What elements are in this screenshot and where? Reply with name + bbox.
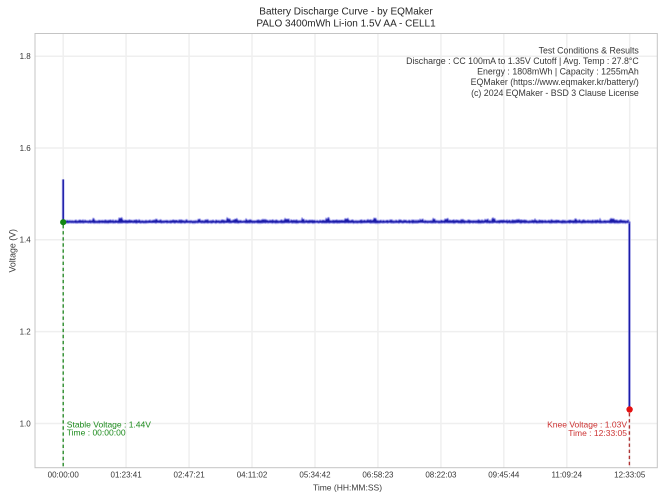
svg-text:Stable Voltage : 1.44V: Stable Voltage : 1.44V	[67, 420, 151, 430]
svg-text:PALO 3400mWh Li-ion 1.5V AA -: PALO 3400mWh Li-ion 1.5V AA - CELL1	[256, 18, 436, 29]
svg-text:04:11:02: 04:11:02	[237, 471, 268, 480]
svg-text:Test Conditions & Results: Test Conditions & Results	[539, 45, 640, 55]
svg-text:00:00:00: 00:00:00	[48, 471, 80, 480]
svg-text:1.8: 1.8	[20, 52, 32, 61]
svg-text:1.2: 1.2	[20, 328, 32, 337]
svg-text:Time : 12:33:05: Time : 12:33:05	[568, 428, 627, 438]
svg-text:12:33:05: 12:33:05	[614, 471, 646, 480]
svg-text:Battery Discharge Curve - by E: Battery Discharge Curve - by EQMaker	[259, 6, 433, 17]
svg-text:08:22:03: 08:22:03	[425, 471, 457, 480]
svg-text:06:58:23: 06:58:23	[362, 471, 394, 480]
svg-text:1.6: 1.6	[20, 144, 32, 153]
svg-text:1.0: 1.0	[20, 419, 32, 428]
svg-text:Voltage (V): Voltage (V)	[7, 229, 17, 273]
svg-text:Time (HH:MM:SS): Time (HH:MM:SS)	[313, 482, 382, 492]
svg-text:Knee Voltage : 1.03V: Knee Voltage : 1.03V	[547, 419, 627, 429]
svg-text:EQMaker (https://www.eqmaker.k: EQMaker (https://www.eqmaker.kr/battery/…	[471, 77, 639, 87]
svg-text:Discharge : CC 100mA to 1.35V: Discharge : CC 100mA to 1.35V Cutoff | A…	[406, 56, 639, 66]
svg-text:02:47:21: 02:47:21	[174, 471, 206, 480]
svg-text:Time : 00:00:00: Time : 00:00:00	[67, 428, 126, 438]
svg-text:Energy : 1808mWh | Capacity :: Energy : 1808mWh | Capacity : 1255mAh	[477, 67, 639, 77]
svg-text:(c) 2024 EQMaker - BSD 3 Claus: (c) 2024 EQMaker - BSD 3 Clause License	[471, 88, 639, 98]
svg-text:1.4: 1.4	[20, 236, 32, 245]
svg-text:05:34:42: 05:34:42	[299, 471, 331, 480]
svg-text:11:09:24: 11:09:24	[552, 471, 583, 480]
svg-text:01:23:41: 01:23:41	[111, 471, 143, 480]
svg-text:09:45:44: 09:45:44	[488, 471, 520, 480]
